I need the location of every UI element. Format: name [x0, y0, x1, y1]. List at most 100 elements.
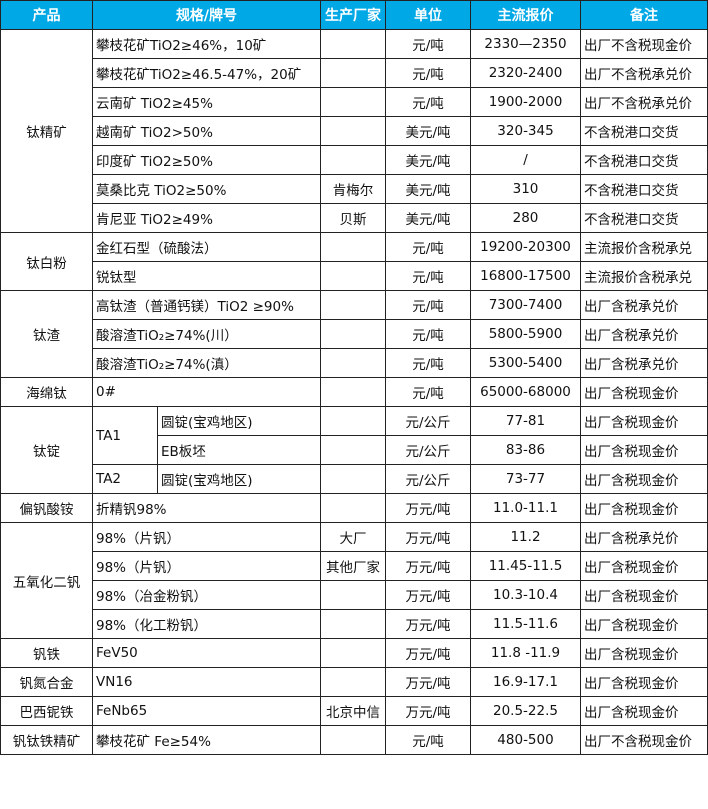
- price-cell: 11.5-11.6: [470, 609, 581, 639]
- spec-cell: 酸溶渣TiO₂≥74%(滇）: [92, 348, 321, 378]
- spec-cell: FeV50: [92, 638, 321, 668]
- product-cell: 钒钛铁精矿: [0, 725, 93, 755]
- price-cell: 5800-5900: [470, 319, 581, 349]
- spec-cell: 金红石型（硫酸法）: [92, 232, 321, 262]
- unit-cell: 元/吨: [385, 348, 471, 378]
- price-cell: 11.0-11.1: [470, 493, 581, 523]
- spec-cell: 98%（化工粉钒）: [92, 609, 321, 639]
- spec-cell: 越南矿 TiO2>50%: [92, 116, 321, 146]
- maker-cell: 肯梅尔: [320, 174, 386, 204]
- note-cell: 主流报价含税承兑: [580, 261, 708, 291]
- table-row: 98%（片钒） 其他厂家 万元/吨 11.45-11.5 出厂含税现金价: [1, 551, 708, 581]
- header-note: 备注: [580, 0, 708, 30]
- table-body: 钛精矿 攀枝花矿TiO2≥46%，10矿 元/吨 2330—2350 出厂不含税现金价攀…: [0, 29, 708, 755]
- price-cell: 11.2: [470, 522, 581, 552]
- product-cell: 巴西铌铁: [0, 696, 93, 726]
- table-row: 攀枝花矿TiO2≥46.5-47%，20矿 元/吨 2320-2400 出厂不含税承兑…: [1, 58, 708, 88]
- note-cell: 出厂含税现金价: [580, 638, 708, 668]
- price-cell: 1900-2000: [470, 87, 581, 117]
- spec-cell: 高钛渣（普通钙镁）TiO2 ≥90%: [92, 290, 321, 320]
- maker-cell: [320, 58, 386, 88]
- price-cell: 2320-2400: [470, 58, 581, 88]
- table-row: 98%（冶金粉钒） 万元/吨 10.3-10.4 出厂含税现金价: [1, 580, 708, 610]
- note-cell: 出厂含税现金价: [580, 464, 708, 494]
- maker-cell: [320, 87, 386, 117]
- note-cell: 出厂含税现金价: [580, 609, 708, 639]
- note-cell: 出厂含税承兑价: [580, 319, 708, 349]
- price-cell: 5300-5400: [470, 348, 581, 378]
- note-cell: 出厂含税现金价: [580, 377, 708, 407]
- header-product: 产品: [0, 0, 93, 30]
- table-row: 酸溶渣TiO₂≥74%(川） 元/吨 5800-5900 出厂含税承兑价: [1, 319, 708, 349]
- unit-cell: 元/吨: [385, 377, 471, 407]
- unit-cell: 元/吨: [385, 232, 471, 262]
- spec-cell: 锐钛型: [92, 261, 321, 291]
- note-cell: 出厂含税现金价: [580, 696, 708, 726]
- maker-cell: [320, 493, 386, 523]
- maker-cell: [320, 319, 386, 349]
- unit-cell: 万元/吨: [385, 638, 471, 668]
- header-unit: 单位: [385, 0, 471, 30]
- unit-cell: 万元/吨: [385, 522, 471, 552]
- spec-cell: 攀枝花矿TiO2≥46.5-47%，20矿: [92, 58, 321, 88]
- note-cell: 不含税港口交货: [580, 145, 708, 175]
- maker-cell: [320, 406, 386, 436]
- price-cell: 83-86: [470, 435, 581, 465]
- table-row: TA2 圆锭(宝鸡地区) 元/公斤 73-77 出厂含税现金价: [1, 464, 708, 494]
- table-row: 钒铁 FeV50 万元/吨 11.8 -11.9 出厂含税现金价: [0, 638, 708, 668]
- table-row: 印度矿 TiO2≥50% 美元/吨 / 不含税港口交货: [1, 145, 708, 175]
- header-price: 主流报价: [470, 0, 581, 30]
- price-cell: 10.3-10.4: [470, 580, 581, 610]
- note-cell: 出厂含税现金价: [580, 551, 708, 581]
- maker-cell: 贝斯: [320, 203, 386, 233]
- maker-cell: [320, 261, 386, 291]
- note-cell: 出厂含税承兑价: [580, 522, 708, 552]
- header-spec: 规格/牌号: [92, 0, 321, 30]
- price-cell: /: [470, 145, 581, 175]
- maker-cell: [320, 464, 386, 494]
- spec-cell: VN16: [92, 667, 321, 697]
- spec-cell: 98%（片钒）: [92, 551, 321, 581]
- product-cell: 五氧化二钒: [0, 522, 93, 639]
- unit-cell: 元/吨: [385, 87, 471, 117]
- note-cell: 出厂含税现金价: [580, 406, 708, 436]
- table-row: 五氧化二钒 98%（片钒） 大厂 万元/吨 11.2 出厂含税承兑价: [0, 522, 708, 639]
- price-cell: 2330—2350: [470, 29, 581, 59]
- table-row: 巴西铌铁 FeNb65 北京中信 万元/吨 20.5-22.5 出厂含税现金价: [0, 696, 708, 726]
- spec-cell: 肯尼亚 TiO2≥49%: [92, 203, 321, 233]
- note-cell: 出厂不含税承兑价: [580, 58, 708, 88]
- header-maker: 生产厂家: [320, 0, 386, 30]
- unit-cell: 美元/吨: [385, 203, 471, 233]
- unit-cell: 元/吨: [385, 725, 471, 755]
- unit-cell: 元/公斤: [385, 406, 471, 436]
- note-cell: 出厂含税现金价: [580, 435, 708, 465]
- spec-cell: 印度矿 TiO2≥50%: [92, 145, 321, 175]
- note-cell: 不含税港口交货: [580, 203, 708, 233]
- maker-cell: [320, 116, 386, 146]
- unit-cell: 万元/吨: [385, 580, 471, 610]
- unit-cell: 万元/吨: [385, 696, 471, 726]
- unit-cell: 美元/吨: [385, 174, 471, 204]
- maker-cell: 北京中信: [320, 696, 386, 726]
- maker-cell: [320, 609, 386, 639]
- note-cell: 不含税港口交货: [580, 116, 708, 146]
- note-cell: 出厂含税承兑价: [580, 348, 708, 378]
- spec-cell: 酸溶渣TiO₂≥74%(川）: [92, 319, 321, 349]
- maker-cell: [320, 580, 386, 610]
- price-cell: 320-345: [470, 116, 581, 146]
- table-row: 莫桑比克 TiO2≥50% 肯梅尔 美元/吨 310 不含税港口交货: [1, 174, 708, 204]
- price-cell: 16800-17500: [470, 261, 581, 291]
- spec-cell: 圆锭(宝鸡地区): [157, 464, 321, 494]
- table-row: 钛渣 高钛渣（普通钙镁）TiO2 ≥90% 元/吨 7300-7400 出厂含税承兑价: [0, 290, 708, 378]
- unit-cell: 万元/吨: [385, 551, 471, 581]
- table-row: 云南矿 TiO2≥45% 元/吨 1900-2000 出厂不含税承兑价: [1, 87, 708, 117]
- header-row: 产品 规格/牌号 生产厂家 单位 主流报价 备注: [0, 0, 708, 30]
- note-cell: 主流报价含税承兑: [580, 232, 708, 262]
- note-cell: 出厂含税现金价: [580, 493, 708, 523]
- maker-cell: [320, 145, 386, 175]
- spec-cell: EB板坯: [157, 435, 321, 465]
- unit-cell: 元/吨: [385, 319, 471, 349]
- price-cell: 11.8 -11.9: [470, 638, 581, 668]
- note-cell: 出厂不含税现金价: [580, 29, 708, 59]
- maker-cell: [320, 348, 386, 378]
